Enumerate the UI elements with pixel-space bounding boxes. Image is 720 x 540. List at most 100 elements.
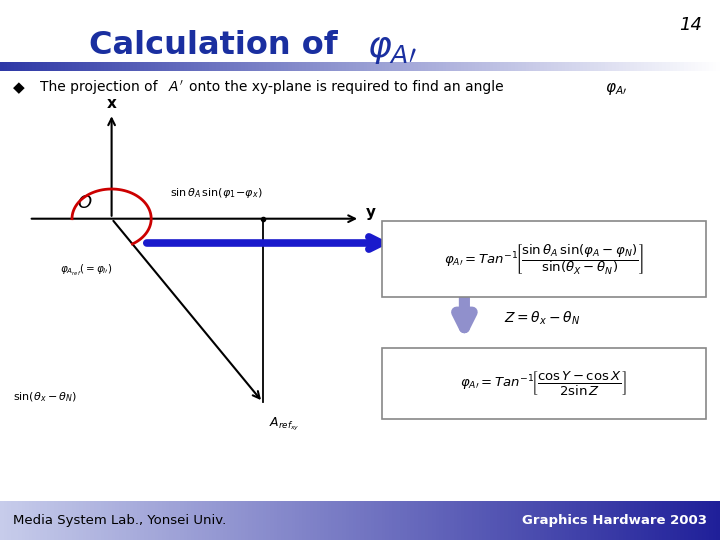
Bar <box>536 501 540 540</box>
Bar <box>137 501 140 540</box>
Bar <box>580 62 583 71</box>
Bar <box>436 501 439 540</box>
Bar <box>320 501 324 540</box>
Bar <box>299 62 302 71</box>
Bar <box>18 62 22 71</box>
Bar <box>184 62 187 71</box>
Bar <box>277 501 281 540</box>
Bar <box>245 501 248 540</box>
Text: onto the xy-plane is required to find an angle: onto the xy-plane is required to find an… <box>189 80 504 94</box>
Bar <box>428 62 432 71</box>
Bar <box>32 501 36 540</box>
Bar <box>295 62 299 71</box>
Bar <box>0 501 4 540</box>
Bar <box>410 62 414 71</box>
Bar <box>259 501 263 540</box>
Bar <box>688 501 691 540</box>
Bar <box>126 501 130 540</box>
Bar <box>583 62 587 71</box>
Bar <box>18 501 22 540</box>
Bar <box>220 501 223 540</box>
Bar <box>353 501 356 540</box>
Bar <box>288 501 292 540</box>
Bar <box>472 62 475 71</box>
Bar <box>83 62 86 71</box>
Bar <box>338 62 342 71</box>
Bar <box>310 501 313 540</box>
Bar <box>29 501 32 540</box>
Bar <box>173 62 176 71</box>
Bar <box>328 501 331 540</box>
Bar <box>187 501 191 540</box>
Bar <box>461 62 464 71</box>
Bar <box>122 501 126 540</box>
Bar <box>479 62 482 71</box>
Bar <box>335 501 338 540</box>
Bar <box>662 501 666 540</box>
Bar <box>608 62 612 71</box>
Text: Calculation of: Calculation of <box>89 30 360 62</box>
Bar <box>274 501 277 540</box>
Bar <box>443 501 446 540</box>
Bar <box>655 501 659 540</box>
Bar <box>263 501 266 540</box>
Bar <box>198 501 202 540</box>
Bar <box>392 501 396 540</box>
Bar <box>580 501 583 540</box>
Bar <box>572 501 576 540</box>
Bar <box>691 62 695 71</box>
Bar <box>54 62 58 71</box>
Bar <box>346 501 349 540</box>
Bar <box>7 62 11 71</box>
Bar <box>479 501 482 540</box>
Bar <box>518 62 522 71</box>
Bar <box>302 501 306 540</box>
Bar <box>54 501 58 540</box>
Bar <box>587 501 590 540</box>
Bar <box>605 62 608 71</box>
Bar <box>562 501 565 540</box>
Bar <box>598 62 601 71</box>
Bar <box>234 501 238 540</box>
Bar <box>432 501 436 540</box>
Bar <box>209 62 212 71</box>
Bar <box>299 501 302 540</box>
Bar <box>547 501 551 540</box>
Bar <box>583 501 587 540</box>
Bar <box>306 62 310 71</box>
Bar <box>191 501 194 540</box>
Bar <box>133 62 137 71</box>
Bar <box>14 62 18 71</box>
Bar <box>79 501 83 540</box>
Bar <box>490 501 493 540</box>
Text: $\sin(\theta_x-\theta_N)$: $\sin(\theta_x-\theta_N)$ <box>13 390 77 404</box>
Bar <box>187 62 191 71</box>
Bar <box>50 62 54 71</box>
Bar <box>331 501 335 540</box>
Bar <box>576 501 580 540</box>
Bar <box>623 501 626 540</box>
Bar <box>32 62 36 71</box>
Bar <box>619 501 623 540</box>
Bar <box>547 62 551 71</box>
Bar <box>540 501 544 540</box>
Bar <box>677 62 680 71</box>
Bar <box>616 501 619 540</box>
Text: $\varphi_{A\prime} = Tan^{-1}\!\left[\dfrac{\cos Y - \cos X}{2\sin Z}\right]$: $\varphi_{A\prime} = Tan^{-1}\!\left[\df… <box>460 369 627 397</box>
Text: Graphics Hardware 2003: Graphics Hardware 2003 <box>522 514 707 527</box>
Bar <box>65 501 68 540</box>
Bar <box>4 501 7 540</box>
Bar <box>158 501 162 540</box>
Bar <box>702 62 706 71</box>
Bar <box>76 62 79 71</box>
Bar <box>493 501 497 540</box>
Bar <box>515 501 518 540</box>
Bar <box>673 501 677 540</box>
Bar <box>385 62 389 71</box>
Bar <box>536 62 540 71</box>
Bar <box>716 62 720 71</box>
Bar <box>281 62 284 71</box>
Bar <box>133 501 137 540</box>
Bar <box>522 501 526 540</box>
Bar <box>72 62 76 71</box>
